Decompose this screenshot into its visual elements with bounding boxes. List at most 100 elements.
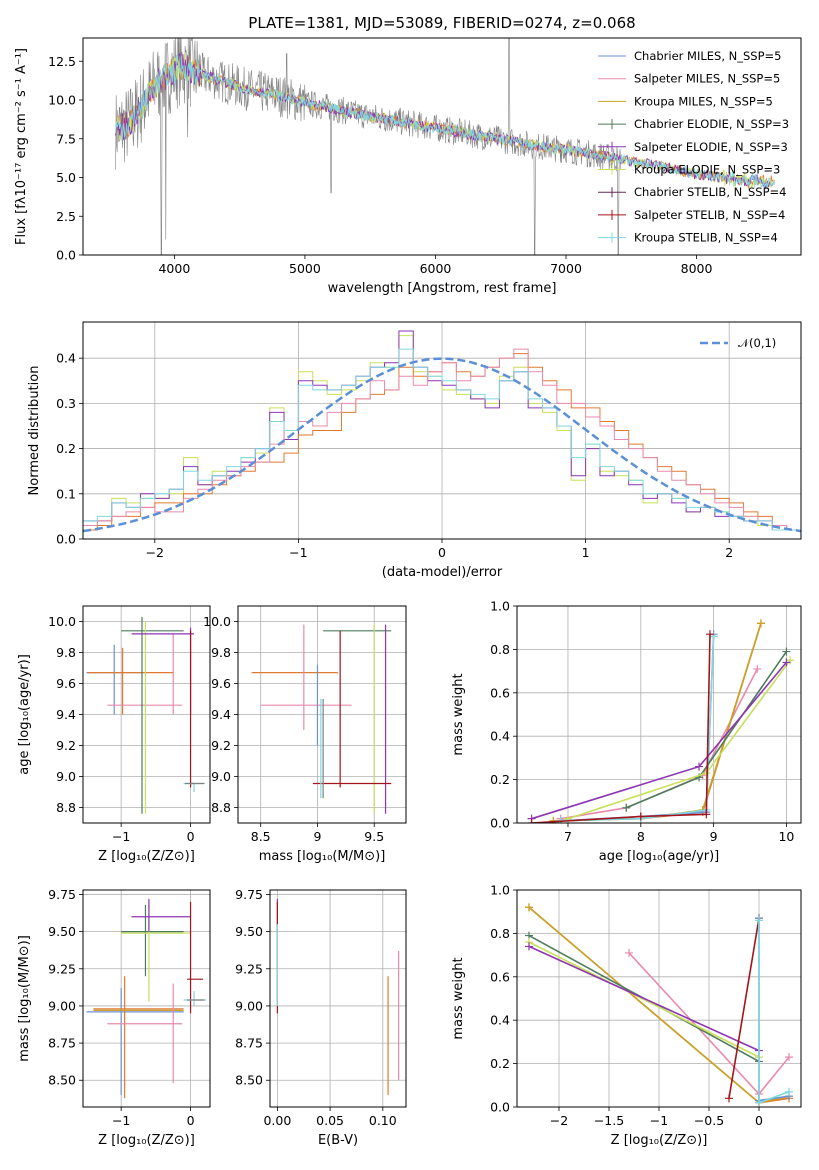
y-tick-label: 0.0	[490, 816, 510, 831]
y-tick-label: 10.0	[48, 614, 76, 629]
y-tick-label: 9.0	[211, 769, 231, 784]
y-tick-label: 0.2	[490, 772, 510, 787]
x-tick-label: 0	[438, 545, 446, 560]
x-tick-label: 0.10	[369, 1113, 397, 1128]
x-tick-label: 9	[313, 829, 321, 844]
x-tick-label: 9	[710, 829, 718, 844]
x-axis-label: (data-model)/error	[382, 565, 503, 580]
axes-frame	[82, 605, 211, 824]
x-tick-label: 5000	[289, 261, 321, 276]
plot-area-spectrum	[115, 38, 775, 255]
y-tick-label: 8.50	[48, 1073, 76, 1088]
mass-weight-series	[728, 918, 760, 1099]
x-tick-label: 0	[187, 829, 195, 844]
mass-weight-marker	[756, 619, 765, 628]
y-tick-label: 8.75	[48, 1036, 76, 1051]
x-tick-label: 1	[582, 545, 590, 560]
errorbar-point	[185, 782, 205, 785]
y-axis-label: mass weight	[451, 673, 466, 755]
x-tick-label: −2	[550, 1113, 568, 1128]
y-tick-label: 9.2	[56, 738, 76, 753]
y-tick-label: 9.0	[56, 769, 76, 784]
x-tick-label: −1	[289, 545, 307, 560]
plot-area-age_vs_mass	[251, 624, 392, 814]
chart-residuals: −2 −1 0 1 2 0.0 0.1 0.2 0.3 0.4 (data-model)/error…	[27, 321, 802, 580]
y-axis-label: mass [log₁₀(M/M⊙)]	[17, 935, 32, 1062]
plot-area-mass_weight_vs_age	[527, 619, 795, 823]
plot-area-age_vs_Z	[86, 616, 205, 814]
legend-label: Chabrier STELIB, N_SSP=4	[634, 185, 786, 199]
x-tick-label: −1	[112, 829, 130, 844]
y-tick-label: 0.0	[56, 248, 76, 263]
mass-weight-marker	[785, 1053, 793, 1062]
histogram-series	[83, 348, 801, 531]
y-tick-label: 9.25	[235, 961, 263, 976]
chart-mass_vs_Z: −1 0 8.50 8.75 9.00 9.25 9.50 9.75 Z [log₁₀(Z/Z⊙…	[17, 887, 211, 1148]
y-tick-label: 5.0	[56, 170, 76, 185]
chart-mass_vs_ebv: 0.00 0.05 0.10 8.50 8.75 9.00 9.25 9.50 9.75 E(B-…	[235, 887, 407, 1148]
y-tick-label: 0.2	[56, 441, 76, 456]
errorbar-point	[187, 901, 204, 1014]
plot-area-mass_weight_vs_Z	[525, 903, 793, 1107]
errorbar-point	[131, 898, 191, 932]
legend-label: Chabrier ELODIE, N_SSP=3	[634, 117, 789, 131]
y-axis-label: Flux [fλ10⁻¹⁷ erg cm⁻² s⁻¹ A⁻¹]	[14, 48, 29, 245]
mass-weight-marker	[755, 1098, 763, 1107]
y-tick-label: 9.50	[48, 924, 76, 939]
legend-label: Salpeter STELIB, N_SSP=4	[634, 208, 785, 222]
y-tick-label: 0.4	[490, 1013, 510, 1028]
y-tick-label: 9.8	[211, 645, 231, 660]
axes-frame	[82, 37, 802, 256]
x-tick-label: −2	[146, 545, 164, 560]
legend-label: Kroupa STELIB, N_SSP=4	[634, 231, 778, 245]
chart-title: PLATE=1381, MJD=53089, FIBERID=0274, z=0…	[248, 14, 635, 32]
mass-weight-marker	[527, 819, 536, 823]
mass-weight-series	[528, 941, 760, 1058]
y-tick-label: 9.4	[211, 707, 231, 722]
x-tick-label: 7	[564, 829, 572, 844]
axes-frame	[237, 605, 407, 824]
y-tick-label: 9.8	[56, 645, 76, 660]
y-tick-label: 1.0	[490, 883, 510, 898]
mass-weight-marker	[625, 948, 633, 957]
y-tick-label: 8.8	[211, 800, 231, 815]
chart-mass_weight_vs_age: 7 8 9 10 0.0 0.2 0.4 0.6 0.8 1.0 age [log₁₀(age/yr…	[451, 599, 802, 864]
axes-frame	[516, 889, 802, 1108]
mass-weight-marker	[753, 664, 762, 673]
y-tick-label: 0.4	[490, 729, 510, 744]
y-tick-label: 9.4	[56, 707, 76, 722]
axes-frame	[269, 889, 407, 1108]
errorbar-point	[86, 988, 184, 1096]
x-tick-label: −1	[112, 1113, 130, 1128]
y-tick-label: 0.0	[56, 532, 76, 547]
x-tick-label: −0.5	[694, 1113, 724, 1128]
y-tick-label: 9.00	[235, 998, 263, 1013]
x-axis-label: wavelength [Angstrom, rest frame]	[328, 281, 557, 296]
y-tick-label: 7.5	[56, 131, 76, 146]
mass-weight-marker	[782, 647, 791, 656]
x-axis-label: E(B-V)	[318, 1133, 358, 1148]
mass-weight-marker	[695, 762, 704, 771]
axes-frame	[516, 605, 802, 824]
x-axis-label: Z [log₁₀(Z/Z⊙)]	[98, 1133, 195, 1148]
mass-weight-marker	[622, 803, 631, 812]
spectrum-model-line	[115, 54, 775, 188]
y-tick-label: 0.0	[490, 1100, 510, 1115]
mass-weight-marker	[636, 812, 645, 821]
errorbar-point	[121, 616, 184, 814]
mass-weight-series	[560, 636, 715, 822]
x-tick-label: 0	[187, 1113, 195, 1128]
mass-weight-marker	[525, 942, 533, 951]
mass-weight-series	[528, 945, 760, 1052]
x-tick-label: 6000	[420, 261, 452, 276]
plot-area-mass_vs_ebv	[276, 898, 400, 1096]
y-tick-label: 0.4	[56, 351, 76, 366]
chart-age_vs_Z: −1 0 8.8 9.0 9.2 9.4 9.6 9.8 10.0 Z [log₁₀(Z/Z⊙)]…	[17, 605, 211, 864]
x-axis-label: Z [log₁₀(Z/Z⊙)]	[98, 849, 195, 864]
y-axis-label: mass weight	[451, 957, 466, 1039]
legend-label: Chabrier MILES, N_SSP=5	[634, 49, 781, 63]
mass-weight-series	[531, 634, 711, 823]
y-tick-label: 10.0	[203, 614, 231, 629]
chart-age_vs_mass: 8.5 9 9.5 8.8 9.0 9.2 9.4 9.6 9.8 10.0 mass [log₁₀…	[203, 605, 407, 864]
